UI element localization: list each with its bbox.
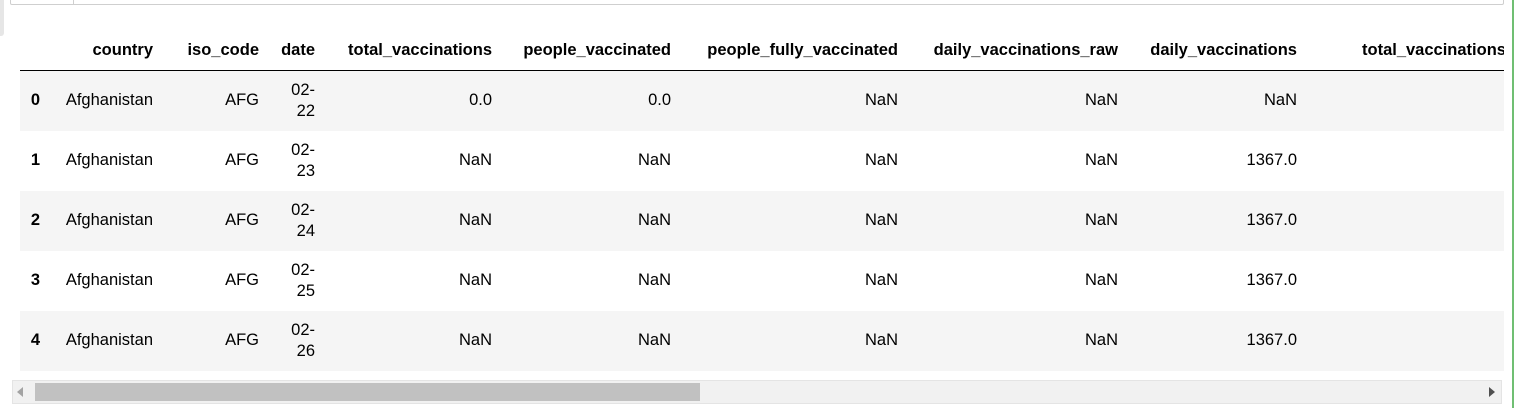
cell-total-vaccinations-per- xyxy=(1307,251,1504,311)
cell-daily-vaccinations-raw: NaN xyxy=(1084,271,1118,289)
dataframe-output[interactable]: country iso_code date total_vaccinations peo… xyxy=(20,30,1504,372)
cell-daily-vaccinations: 1367.0 xyxy=(1246,211,1297,229)
scrollbar-thumb[interactable] xyxy=(35,383,700,401)
dataframe-table: country iso_code date total_vaccinations peo… xyxy=(20,30,1504,371)
cell-people-fully-vaccinated: NaN xyxy=(864,151,898,169)
cell-people-fully-vaccinated: NaN xyxy=(864,211,898,229)
cell-iso-code: AFG xyxy=(225,331,259,349)
column-header: total_vaccinations xyxy=(325,30,502,71)
cell-iso-code: AFG xyxy=(225,271,259,289)
cell-iso-code: AFG xyxy=(225,211,259,229)
column-header: date xyxy=(269,30,325,71)
cell-country: Afghanistan xyxy=(65,331,153,349)
cell-people-fully-vaccinated: NaN xyxy=(864,91,898,110)
cell-people-fully-vaccinated: NaN xyxy=(864,271,898,289)
cell-daily-vaccinations: 1367.0 xyxy=(1246,151,1297,169)
index-header xyxy=(20,30,50,71)
table-body: 0 Afghanistan AFG 02-22 0.0 0.0 NaN NaN NaN 1 Afgh… xyxy=(20,70,1504,371)
table-row: 1 Afghanistan AFG 02-23 NaN NaN NaN NaN 1367.0 xyxy=(20,131,1504,191)
cell-daily-vaccinations-raw: NaN xyxy=(1084,91,1118,110)
date-value: 02-24 xyxy=(291,200,315,240)
cell-date: 02-22 xyxy=(269,71,325,131)
cell-total-vaccinations: NaN xyxy=(458,271,492,289)
date-value: 02-26 xyxy=(291,320,315,360)
cell-iso-code: AFG xyxy=(225,91,259,110)
date-value: 02-23 xyxy=(291,140,315,180)
cell-daily-vaccinations-raw: NaN xyxy=(1084,151,1118,169)
cell-country: Afghanistan xyxy=(65,91,153,110)
date-value: 02-22 xyxy=(291,80,315,120)
cell-daily-vaccinations: 1367.0 xyxy=(1246,331,1297,349)
cell-daily-vaccinations: 1367.0 xyxy=(1246,271,1297,289)
cell-date: 02-25 xyxy=(269,251,325,311)
code-input-cell[interactable] xyxy=(10,0,1504,5)
cell-total-vaccinations-per- xyxy=(1307,71,1504,131)
cell-total-vaccinations-per- xyxy=(1307,191,1504,251)
cell-date: 02-24 xyxy=(269,191,325,251)
cell-date: 02-23 xyxy=(269,131,325,191)
table-row: 4 Afghanistan AFG 02-26 NaN NaN NaN NaN 1367.0 xyxy=(20,310,1504,371)
cell-people-vaccinated: 0.0 xyxy=(648,91,671,110)
table-row: 0 Afghanistan AFG 02-22 0.0 0.0 NaN NaN NaN xyxy=(20,70,1504,131)
row-index: 4 xyxy=(30,331,40,349)
row-index: 3 xyxy=(30,271,40,289)
cell-total-vaccinations: NaN xyxy=(458,151,492,169)
cell-daily-vaccinations-raw: NaN xyxy=(1084,331,1118,349)
cell-people-vaccinated: NaN xyxy=(637,271,671,289)
cell-country: Afghanistan xyxy=(65,211,153,229)
cell-people-vaccinated: NaN xyxy=(637,331,671,349)
table-header: country iso_code date total_vaccinations peo… xyxy=(20,30,1504,71)
row-index: 2 xyxy=(30,211,40,229)
horizontal-scrollbar[interactable] xyxy=(12,380,1502,404)
cell-total-vaccinations: NaN xyxy=(458,211,492,229)
column-header: daily_vaccinations_raw xyxy=(908,30,1128,71)
column-header: iso_code xyxy=(163,30,269,71)
cell-daily-vaccinations-raw: NaN xyxy=(1084,211,1118,229)
date-value: 02-25 xyxy=(291,260,315,300)
cell-country: Afghanistan xyxy=(65,151,153,169)
row-index: 1 xyxy=(30,151,40,169)
cell-people-vaccinated: NaN xyxy=(637,211,671,229)
cell-people-vaccinated: NaN xyxy=(637,151,671,169)
scroll-right-arrow-icon[interactable] xyxy=(1489,387,1495,397)
cell-country: Afghanistan xyxy=(65,271,153,289)
input-prompt-divider xyxy=(73,0,74,4)
column-header: country xyxy=(50,30,163,71)
scroll-left-arrow-icon[interactable] xyxy=(17,387,23,397)
table-row: 3 Afghanistan AFG 02-25 NaN NaN NaN NaN 1367.0 xyxy=(20,251,1504,311)
cell-total-vaccinations-per- xyxy=(1307,131,1504,191)
row-index: 0 xyxy=(30,91,40,110)
column-header: total_vaccinations_per_ xyxy=(1307,30,1504,71)
column-header: people_vaccinated xyxy=(502,30,681,71)
cell-total-vaccinations-per- xyxy=(1307,311,1504,371)
column-header: daily_vaccinations xyxy=(1128,30,1307,71)
column-header: people_fully_vaccinated xyxy=(681,30,908,71)
cell-edge-indicator xyxy=(1512,0,1514,408)
cell-date: 02-26 xyxy=(269,311,325,371)
cell-people-fully-vaccinated: NaN xyxy=(864,331,898,349)
cell-daily-vaccinations: NaN xyxy=(1263,91,1297,110)
header-row: country iso_code date total_vaccinations peo… xyxy=(20,30,1504,71)
table-row: 2 Afghanistan AFG 02-24 NaN NaN NaN NaN 1367.0 xyxy=(20,190,1504,251)
cell-total-vaccinations: NaN xyxy=(458,331,492,349)
cell-selection-marker xyxy=(0,0,4,36)
cell-iso-code: AFG xyxy=(225,151,259,169)
cell-total-vaccinations: 0.0 xyxy=(469,91,492,110)
